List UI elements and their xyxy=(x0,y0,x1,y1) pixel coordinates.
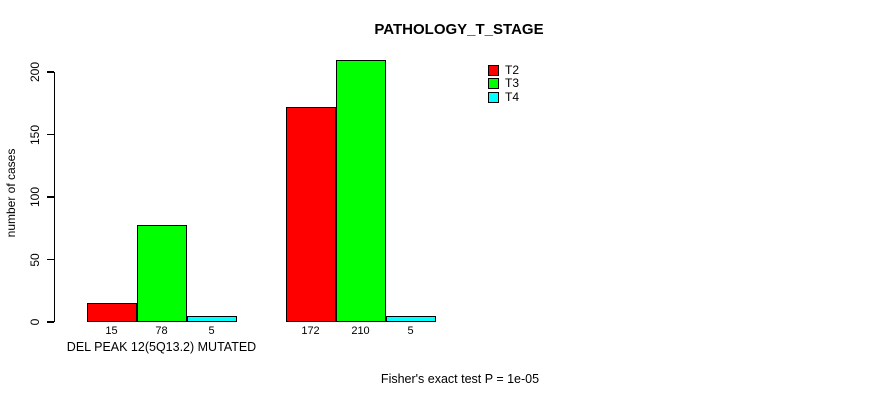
legend-color-swatch-t3 xyxy=(488,78,499,90)
legend-color-swatch-t4 xyxy=(488,91,499,103)
y-axis-tick xyxy=(47,196,54,198)
y-axis-tick-label: 100 xyxy=(28,186,42,208)
bar-value-label: 5 xyxy=(407,325,414,337)
y-axis-tick xyxy=(47,258,54,261)
bar-value-label: 5 xyxy=(208,325,215,337)
bar-t2 xyxy=(86,303,137,322)
bar-value-label: 210 xyxy=(351,325,370,337)
legend-label: T3 xyxy=(505,76,520,91)
y-axis-label: number of cases xyxy=(4,148,18,238)
bar-value-label: 15 xyxy=(105,325,118,337)
y-axis-tick-label: 200 xyxy=(28,61,42,83)
legend-label: T2 xyxy=(505,63,520,78)
legend-color-swatch-t2 xyxy=(488,65,499,77)
bar-t4 xyxy=(186,315,237,322)
bar-t3 xyxy=(335,59,386,322)
legend: T2 T3 T4 xyxy=(488,64,519,104)
y-axis-line xyxy=(54,72,56,322)
legend-label: T4 xyxy=(505,89,520,104)
bar-t3 xyxy=(136,224,187,322)
chart-title: PATHOLOGY_T_STAGE xyxy=(374,21,544,38)
y-axis-tick-label: 0 xyxy=(28,318,42,326)
y-axis-tick-label: 150 xyxy=(28,124,42,145)
bar-t2 xyxy=(285,107,336,322)
legend-item: T2 xyxy=(488,64,519,77)
legend-item: T4 xyxy=(488,91,519,104)
stat-annotation: Fisher's exact test P = 1e-05 xyxy=(380,372,540,386)
y-axis-tick xyxy=(47,133,54,136)
y-axis-tick-label: 50 xyxy=(28,252,42,267)
bar-value-label: 78 xyxy=(155,325,168,337)
y-axis-tick xyxy=(47,321,54,323)
legend-item: T3 xyxy=(488,77,519,90)
bar-t4 xyxy=(385,315,436,322)
bar-value-label: 172 xyxy=(301,325,320,337)
y-axis-tick xyxy=(47,71,54,73)
x-group-label: DEL PEAK 12(5Q13.2) MUTATED xyxy=(66,340,257,354)
